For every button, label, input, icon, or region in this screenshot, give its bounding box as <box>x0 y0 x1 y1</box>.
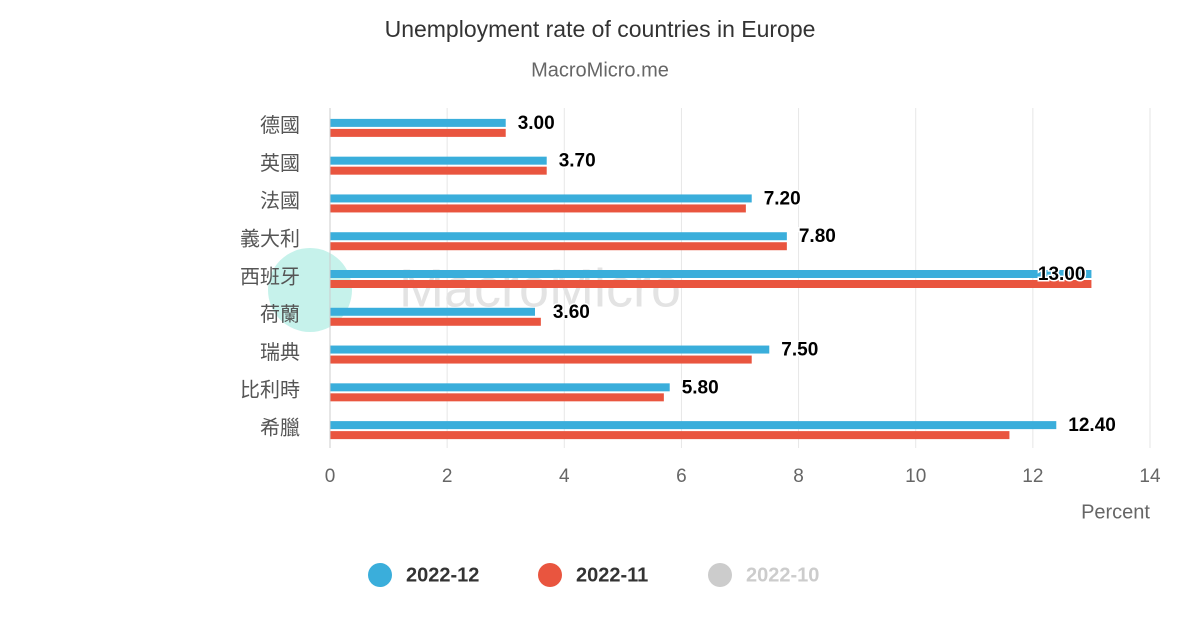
data-label: 5.80 <box>682 377 719 398</box>
y-tick-label: 希臘 <box>260 416 300 439</box>
legend-marker <box>538 563 562 587</box>
bar <box>330 128 506 137</box>
bar <box>330 431 1010 440</box>
x-tick-label: 0 <box>325 466 336 487</box>
data-label: 12.40 <box>1068 415 1116 436</box>
bar <box>330 355 752 364</box>
x-tick-label: 2 <box>442 466 453 487</box>
y-tick-label: 比利時 <box>240 379 300 402</box>
x-tick-label: 4 <box>559 466 570 487</box>
legend-marker <box>708 563 732 587</box>
y-tick-label: 英國 <box>260 152 300 175</box>
y-tick-label: 德國 <box>260 114 300 137</box>
bar <box>330 280 1092 288</box>
bar <box>330 156 547 165</box>
chart-subtitle: MacroMicro.me <box>531 59 669 81</box>
x-tick-label: 10 <box>905 466 926 487</box>
bar <box>330 204 746 213</box>
bar <box>330 194 752 203</box>
chart-title: Unemployment rate of countries in Europe <box>385 16 816 42</box>
data-label: 3.70 <box>559 151 596 172</box>
data-label: 7.80 <box>799 226 836 247</box>
y-tick-label: 西班牙 <box>240 265 300 288</box>
bar <box>330 166 547 175</box>
bar <box>330 232 787 241</box>
bar <box>330 393 664 402</box>
legend-label[interactable]: 2022-10 <box>746 564 819 586</box>
bar <box>330 307 535 316</box>
y-tick-label: 荷蘭 <box>260 303 300 326</box>
data-label: 7.50 <box>781 340 818 361</box>
bar <box>330 383 670 392</box>
data-label: 3.60 <box>553 302 590 323</box>
data-label: 13.00 <box>1038 264 1086 285</box>
bar <box>330 270 1092 278</box>
x-tick-label: 14 <box>1139 466 1161 487</box>
legend-label[interactable]: 2022-11 <box>576 564 648 586</box>
legend-label[interactable]: 2022-12 <box>406 564 479 586</box>
data-label: 7.20 <box>764 188 801 209</box>
data-label: 3.00 <box>518 113 555 134</box>
x-tick-label: 6 <box>676 466 687 487</box>
bar <box>330 345 770 354</box>
x-tick-label: 12 <box>1022 466 1043 487</box>
x-tick-label: 8 <box>793 466 804 487</box>
x-axis-title: Percent <box>1081 501 1150 523</box>
y-tick-label: 法國 <box>260 190 300 213</box>
y-tick-label: 瑞典 <box>260 341 300 364</box>
bar <box>330 118 506 127</box>
bar <box>330 242 787 251</box>
y-tick-label: 義大利 <box>240 228 300 251</box>
bar <box>330 421 1057 430</box>
legend-marker <box>368 563 392 587</box>
bar <box>330 317 541 326</box>
